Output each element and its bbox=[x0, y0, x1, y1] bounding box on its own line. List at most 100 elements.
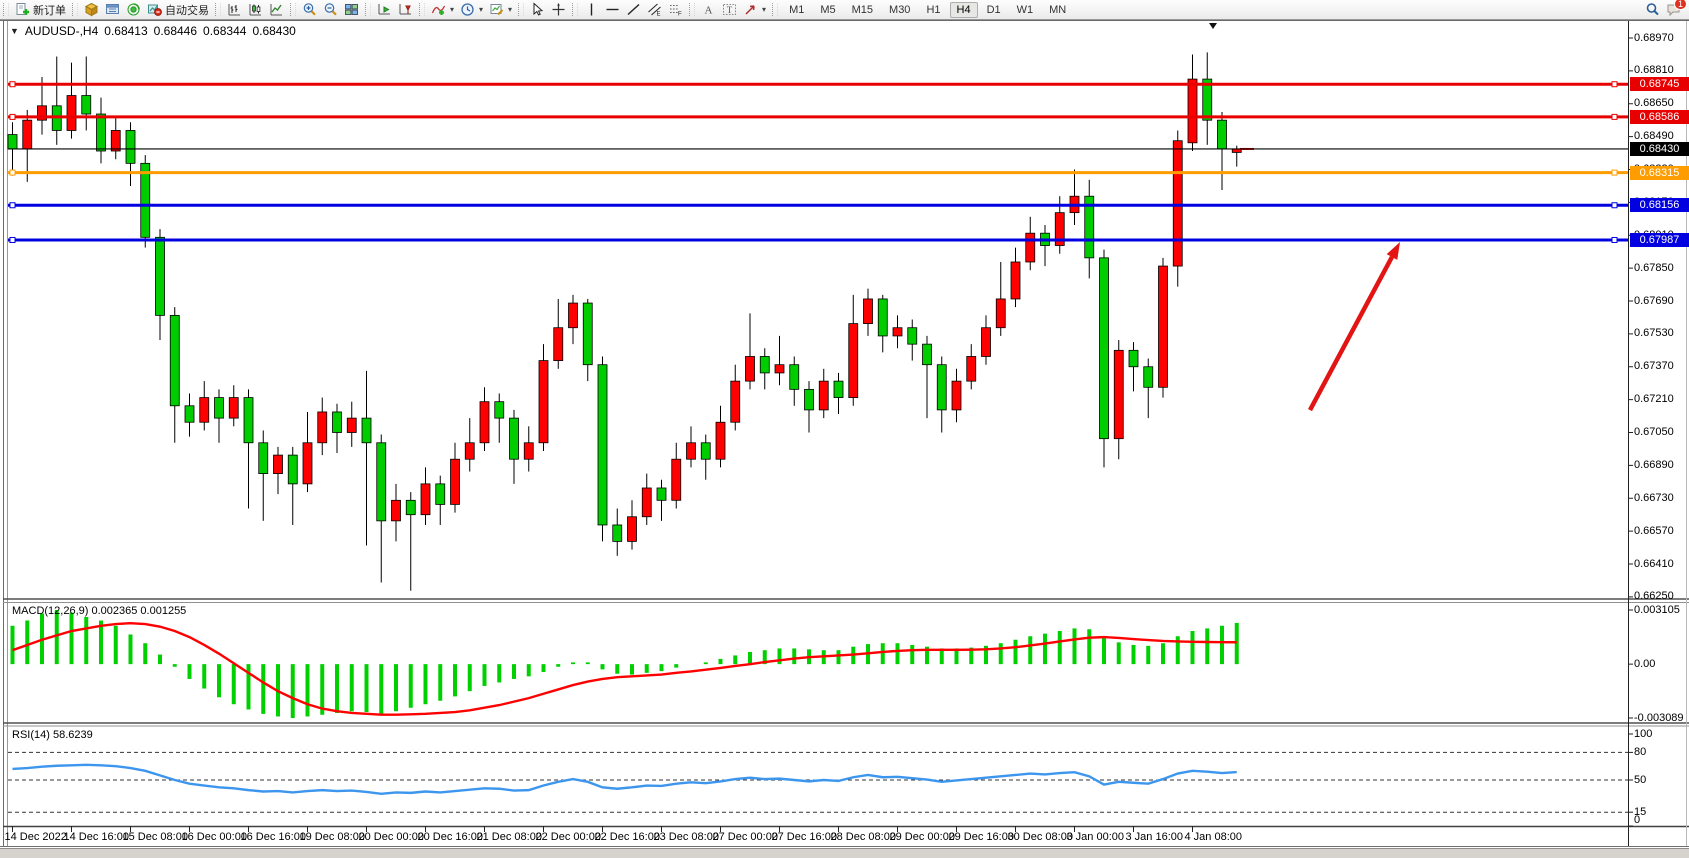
candle-body bbox=[96, 113, 106, 152]
timeframe-toolbar: M1 M5 M15 M30 H1 H4 D1 W1 MN bbox=[781, 1, 1074, 18]
navigator-icon bbox=[127, 3, 140, 16]
line-handle[interactable] bbox=[1611, 113, 1618, 120]
line-chart-mode-icon bbox=[270, 4, 282, 16]
timeframe-button-M30[interactable]: M30 bbox=[889, 3, 911, 16]
toolbar-grip bbox=[518, 3, 525, 16]
chart-title: ▼ AUDUSD-,H4 0.68413 0.68446 0.68344 0.6… bbox=[10, 24, 296, 38]
horizontal-line-icon bbox=[606, 8, 619, 11]
collapse-arrow-icon[interactable]: ▼ bbox=[10, 26, 19, 36]
timeframe-button-M1[interactable]: M1 bbox=[789, 3, 805, 16]
trendline-tool-button[interactable] bbox=[623, 1, 644, 18]
timeframe-button-H4[interactable]: H4 bbox=[949, 1, 978, 18]
cursor-icon bbox=[533, 2, 544, 16]
candle-body bbox=[125, 130, 136, 164]
timeframe-button-M5[interactable]: M5 bbox=[820, 3, 836, 16]
timeframe-button-D1[interactable]: D1 bbox=[986, 3, 1001, 16]
candle-body bbox=[7, 134, 18, 150]
navigator-button[interactable] bbox=[123, 1, 144, 18]
candle-body bbox=[479, 401, 490, 444]
text-label-tool-button[interactable]: T bbox=[719, 1, 740, 18]
toolbar-grip bbox=[419, 3, 425, 16]
chart-shift-button[interactable] bbox=[395, 1, 416, 18]
channel-tool-button[interactable]: E bbox=[644, 1, 665, 18]
candle-body bbox=[671, 458, 682, 501]
zoom-in-button[interactable] bbox=[299, 1, 320, 18]
periods-caret[interactable]: ▾ bbox=[479, 5, 484, 14]
line-handle[interactable] bbox=[1611, 236, 1618, 243]
candle-body bbox=[700, 442, 711, 460]
candle-body bbox=[1099, 257, 1109, 440]
candle-body bbox=[523, 442, 534, 460]
indicators-caret[interactable]: ▾ bbox=[450, 5, 455, 14]
auto-scroll-button[interactable] bbox=[374, 1, 395, 18]
trend-arrow-head[interactable] bbox=[1386, 242, 1400, 260]
candle-body bbox=[612, 524, 623, 542]
tile-windows-button[interactable] bbox=[341, 1, 362, 18]
vertical-line-tool-button[interactable] bbox=[581, 1, 602, 18]
fibonacci-tool-button[interactable]: F bbox=[665, 1, 686, 18]
line-handle[interactable] bbox=[9, 113, 16, 120]
svg-text:F: F bbox=[678, 12, 682, 18]
zoom-in-icon bbox=[303, 3, 316, 16]
new-order-button[interactable]: 新订单 bbox=[12, 1, 69, 18]
periods-button[interactable]: ▾ bbox=[457, 1, 486, 18]
market-watch-button[interactable] bbox=[81, 1, 102, 18]
candle-body bbox=[243, 397, 254, 444]
ohlc-low: 0.68344 bbox=[203, 24, 247, 38]
templates-caret[interactable]: ▾ bbox=[508, 5, 513, 14]
text-icon: A bbox=[705, 5, 713, 17]
candle-body bbox=[818, 380, 829, 411]
channel-icon: E bbox=[648, 3, 661, 17]
line-handle[interactable] bbox=[9, 236, 16, 243]
toolbar-grip bbox=[689, 3, 696, 16]
macd-panel-label: MACD(12,26,9) 0.002365 0.001255 bbox=[12, 605, 187, 617]
line-handle[interactable] bbox=[1611, 202, 1618, 209]
chart-shift-icon bbox=[399, 4, 411, 15]
data-window-icon bbox=[106, 4, 119, 14]
candle-body bbox=[1054, 212, 1065, 246]
horizontal-line-tool-button[interactable] bbox=[602, 1, 623, 18]
search-icon[interactable] bbox=[1645, 2, 1660, 17]
candle-body bbox=[361, 417, 372, 444]
arrows-tool-button[interactable]: ▾ bbox=[740, 1, 769, 18]
line-handle[interactable] bbox=[1611, 81, 1618, 88]
line-chart-mode-button[interactable] bbox=[266, 1, 287, 18]
candle-body bbox=[597, 364, 608, 526]
candle-body bbox=[66, 95, 77, 131]
data-window-button[interactable] bbox=[102, 1, 123, 18]
line-handle[interactable] bbox=[9, 202, 16, 209]
toolbar-grip bbox=[290, 3, 296, 16]
templates-button[interactable]: ▾ bbox=[486, 1, 515, 18]
candlestick-mode-button[interactable] bbox=[245, 1, 266, 18]
arrows-tool-caret[interactable]: ▾ bbox=[762, 5, 767, 14]
candle-body bbox=[81, 95, 92, 115]
timeframe-button-MN[interactable]: MN bbox=[1049, 3, 1067, 16]
candle-body bbox=[22, 119, 33, 150]
candle-body bbox=[1217, 119, 1227, 150]
bar-chart-mode-button[interactable] bbox=[224, 1, 245, 18]
cursor-tool-button[interactable] bbox=[527, 1, 548, 18]
candle-body bbox=[892, 327, 903, 337]
line-handle[interactable] bbox=[9, 169, 16, 176]
zoom-out-button[interactable] bbox=[320, 1, 341, 18]
candle-body bbox=[1025, 232, 1036, 263]
timeframe-button-W1[interactable]: W1 bbox=[1016, 3, 1034, 16]
candle-body bbox=[258, 442, 269, 474]
fibonacci-icon: F bbox=[670, 5, 682, 18]
candle-body bbox=[1010, 261, 1021, 300]
notifications-button[interactable]: 1 bbox=[1666, 0, 1687, 17]
line-handle[interactable] bbox=[9, 81, 16, 88]
ohlc-open: 0.68413 bbox=[104, 24, 148, 38]
auto-trading-button[interactable]: 自动交易 bbox=[144, 1, 212, 18]
trend-arrow[interactable] bbox=[1308, 255, 1394, 412]
indicators-button[interactable]: ▾ bbox=[428, 1, 457, 18]
crosshair-tool-button[interactable] bbox=[548, 1, 569, 18]
candle-body bbox=[140, 162, 151, 238]
macd-signal-line bbox=[12, 621, 1237, 716]
line-handle[interactable] bbox=[1611, 169, 1618, 176]
timeframe-button-H1[interactable]: H1 bbox=[926, 3, 941, 16]
timeframe-button-M15[interactable]: M15 bbox=[851, 3, 874, 16]
templates-icon bbox=[490, 4, 504, 16]
text-tool-button[interactable]: A bbox=[698, 1, 719, 18]
